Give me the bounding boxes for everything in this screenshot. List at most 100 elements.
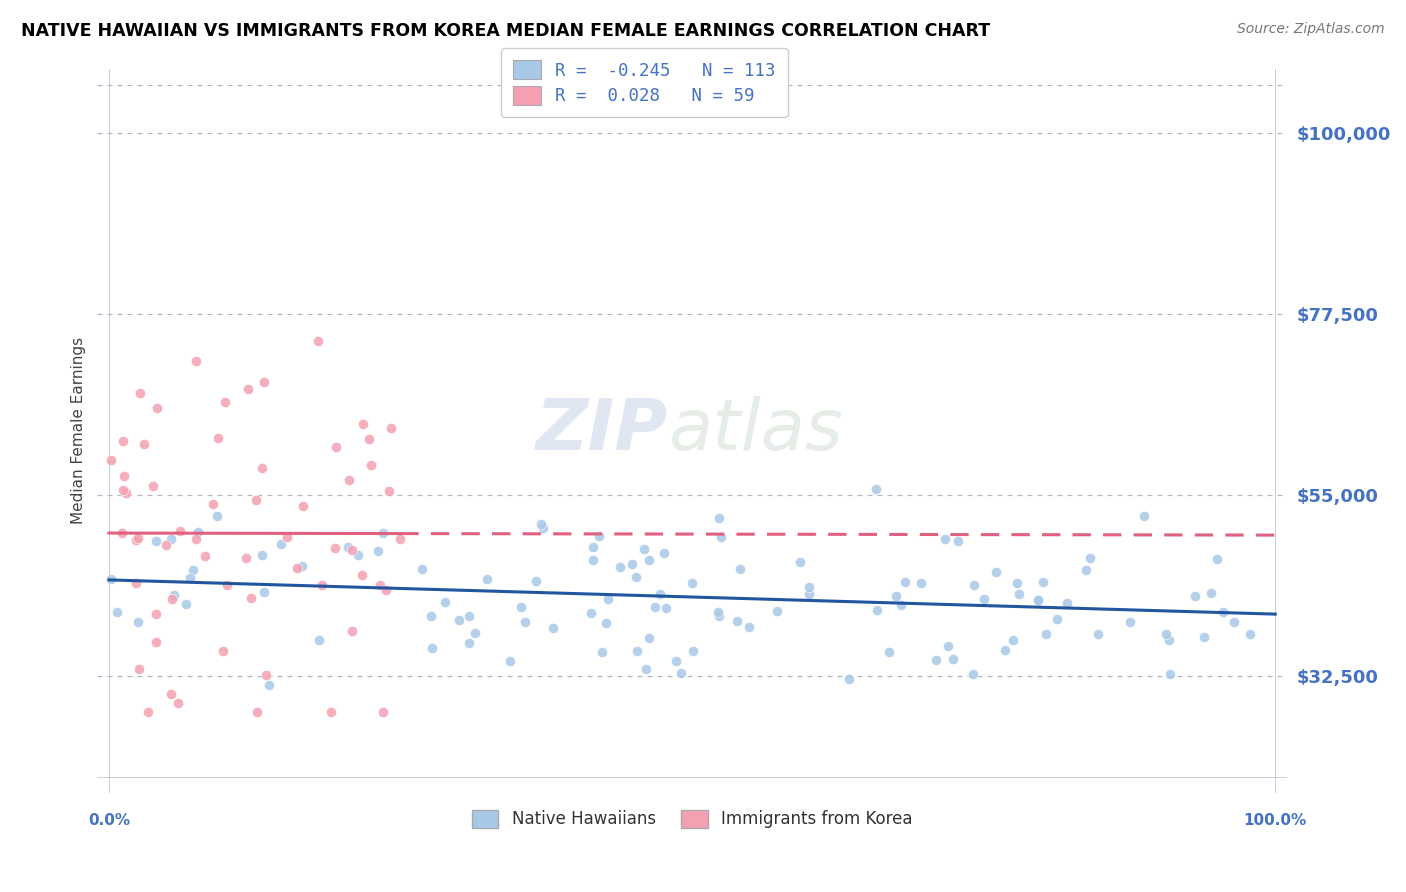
Point: [464, 625, 486, 640]
Point: [633, 541, 655, 556]
Point: [250, 460, 273, 475]
Point: [145, 635, 167, 649]
Point: [1087, 627, 1109, 641]
Point: [128, 662, 150, 676]
Point: [1005, 576, 1028, 591]
Point: [531, 521, 554, 535]
Point: [336, 541, 359, 555]
Point: [1026, 593, 1049, 607]
Point: [347, 548, 370, 562]
Point: [648, 587, 671, 601]
Point: [420, 641, 443, 656]
Point: [160, 591, 183, 606]
Point: [205, 509, 228, 524]
Point: [1184, 589, 1206, 603]
Point: [942, 652, 965, 666]
Point: [323, 541, 346, 555]
Point: [620, 558, 643, 572]
Point: [337, 473, 360, 487]
Point: [1076, 563, 1098, 577]
Point: [1192, 630, 1215, 644]
Point: [159, 687, 181, 701]
Point: [291, 558, 314, 573]
Point: [655, 601, 678, 615]
Point: [449, 613, 471, 627]
Point: [866, 603, 889, 617]
Point: [174, 597, 197, 611]
Point: [169, 524, 191, 538]
Point: [257, 678, 280, 692]
Point: [1199, 586, 1222, 600]
Point: [380, 421, 402, 435]
Y-axis label: Median Female Earnings: Median Female Earnings: [72, 337, 86, 524]
Point: [1119, 615, 1142, 630]
Point: [644, 599, 666, 614]
Point: [682, 644, 704, 658]
Point: [129, 385, 152, 400]
Point: [477, 572, 499, 586]
Point: [207, 432, 229, 446]
Point: [187, 525, 209, 540]
Legend: Native Hawaiians, Immigrants from Korea: Native Hawaiians, Immigrants from Korea: [465, 803, 920, 835]
Point: [963, 578, 986, 592]
Point: [1159, 667, 1181, 681]
Point: [638, 632, 661, 646]
Point: [984, 565, 1007, 579]
Point: [127, 615, 149, 629]
Point: [115, 486, 138, 500]
Point: [146, 401, 169, 415]
Point: [360, 458, 382, 473]
Point: [181, 563, 204, 577]
Point: [962, 666, 984, 681]
Text: ZIP: ZIP: [536, 396, 668, 465]
Point: [524, 574, 547, 588]
Point: [179, 571, 201, 585]
Point: [652, 546, 675, 560]
Point: [420, 609, 443, 624]
Point: [894, 574, 917, 589]
Point: [311, 578, 333, 592]
Point: [1056, 596, 1078, 610]
Point: [910, 576, 932, 591]
Point: [1035, 626, 1057, 640]
Point: [367, 544, 389, 558]
Point: [100, 572, 122, 586]
Point: [111, 434, 134, 449]
Point: [217, 577, 239, 591]
Point: [515, 615, 537, 629]
Point: [411, 562, 433, 576]
Point: [389, 533, 412, 547]
Point: [626, 644, 648, 658]
Point: [799, 587, 821, 601]
Point: [838, 672, 860, 686]
Point: [155, 538, 177, 552]
Point: [588, 529, 610, 543]
Point: [509, 599, 531, 614]
Point: [378, 484, 401, 499]
Point: [582, 540, 605, 554]
Point: [371, 705, 394, 719]
Point: [884, 589, 907, 603]
Point: [145, 607, 167, 621]
Point: [1159, 633, 1181, 648]
Point: [110, 525, 132, 540]
Point: [458, 609, 481, 624]
Point: [671, 665, 693, 680]
Point: [766, 604, 789, 618]
Point: [291, 500, 314, 514]
Point: [370, 578, 392, 592]
Point: [111, 483, 134, 497]
Point: [530, 516, 553, 531]
Point: [127, 531, 149, 545]
Point: [543, 621, 565, 635]
Point: [246, 705, 269, 719]
Point: [591, 644, 613, 658]
Point: [582, 553, 605, 567]
Point: [214, 394, 236, 409]
Point: [1133, 508, 1156, 523]
Text: NATIVE HAWAIIAN VS IMMIGRANTS FROM KOREA MEDIAN FEMALE EARNINGS CORRELATION CHAR: NATIVE HAWAIIAN VS IMMIGRANTS FROM KOREA…: [21, 22, 990, 40]
Point: [125, 533, 148, 547]
Point: [373, 526, 395, 541]
Point: [1046, 612, 1069, 626]
Point: [665, 654, 688, 668]
